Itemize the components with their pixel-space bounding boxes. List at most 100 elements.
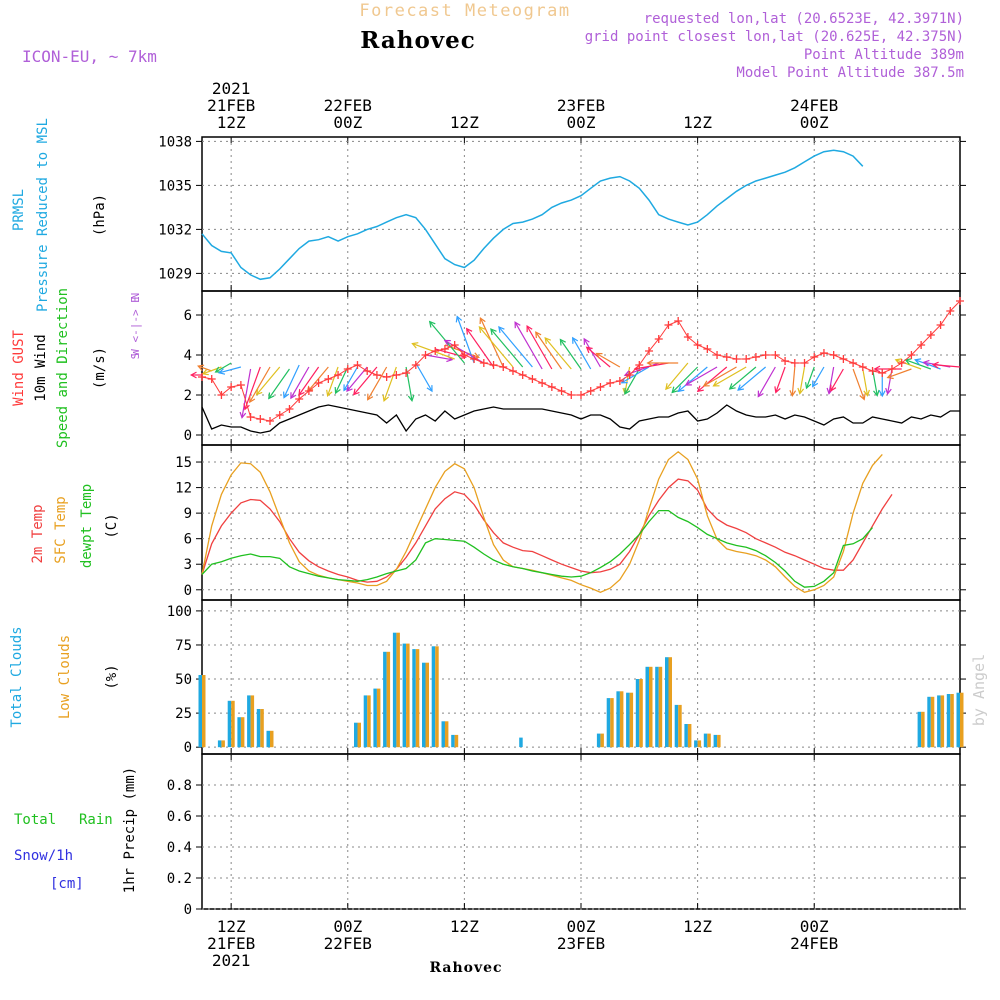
wind-arrow-head <box>677 385 685 393</box>
wind-arrow <box>685 366 718 386</box>
wind-arrow <box>677 366 708 392</box>
wind-arrow-head <box>544 337 552 345</box>
total-clouds-bar <box>237 717 241 748</box>
gust-marker <box>868 367 877 375</box>
gust-marker <box>790 359 799 367</box>
top-time-label: 24FEB <box>790 96 838 115</box>
wind-arrow-head <box>789 389 797 397</box>
wind-arrow-head <box>479 316 486 325</box>
wind-arrow <box>290 366 310 399</box>
total-clouds-bar <box>946 694 951 748</box>
total-clouds-bar <box>703 733 708 748</box>
wind-arrow <box>887 368 912 379</box>
wind-label-gust: Wind GUST <box>11 330 27 406</box>
wind-arrow <box>805 366 815 389</box>
low-clouds-bar <box>425 662 429 748</box>
temp-ytick-label: 6 <box>184 532 192 548</box>
wind-arrow-head <box>830 384 837 392</box>
wind-arrow <box>544 337 572 370</box>
gust-marker <box>781 357 790 365</box>
wind-arrow <box>466 328 495 368</box>
bottom-time-label: 00Z <box>800 917 829 936</box>
wind-direction-arrows <box>189 315 961 419</box>
wind-arrow-head <box>712 380 720 387</box>
clouds-ytick-label: 25 <box>175 706 192 722</box>
wind-arrow-head <box>197 364 205 371</box>
low-clouds-bar <box>960 692 964 748</box>
wind-arrow-head <box>595 352 603 359</box>
wind-arrow-head <box>863 389 870 397</box>
total-clouds-bar <box>927 696 931 748</box>
gust-marker <box>304 387 313 395</box>
wind-arrow <box>812 366 825 387</box>
gust-marker <box>246 413 255 421</box>
wind-arrow-head <box>931 361 939 369</box>
wind-arrow <box>862 368 869 396</box>
wind-arrow <box>218 366 242 374</box>
gust-marker <box>217 391 226 399</box>
wind-arrow-head <box>290 392 297 400</box>
gust-marker <box>421 351 430 359</box>
bottom-time-label: 00Z <box>567 917 596 936</box>
low-clouds-bar <box>610 698 614 748</box>
gust-marker <box>917 341 926 349</box>
gust-marker <box>829 351 838 359</box>
wind-arrow-head <box>812 380 819 388</box>
point-altitude: Point Altitude 389m <box>804 47 964 63</box>
gust-marker <box>819 349 828 357</box>
gust-marker <box>372 371 381 379</box>
gust-marker <box>499 363 508 371</box>
low-clouds-bar <box>950 694 954 748</box>
temp-ytick-label: 9 <box>184 506 192 522</box>
gust-marker <box>693 341 702 349</box>
wind-arrow <box>526 325 553 370</box>
precip-ytick-label: 0 <box>184 902 192 918</box>
top-time-label: 21FEB <box>207 96 255 115</box>
wind-arrow <box>871 368 878 396</box>
chart-header: Forecast Meteogram Rahovec ICON-EU, ~ 7k… <box>22 1 964 81</box>
low-clouds-bar <box>415 649 420 748</box>
gust-marker <box>732 355 741 363</box>
low-clouds-bar <box>444 721 449 748</box>
top-time-label: 23FEB <box>557 96 605 115</box>
wind-arrow-head <box>671 386 679 394</box>
wind-arrow-head <box>352 388 360 396</box>
low-clouds-bar <box>930 696 935 748</box>
gust-marker <box>363 367 372 375</box>
wind-unit: (m/s) <box>92 347 108 389</box>
precip-ytick-label: 0.4 <box>167 840 192 856</box>
low-clouds-bar <box>357 722 361 748</box>
total-clouds-bar <box>596 733 601 748</box>
total-clouds-bar <box>956 692 960 748</box>
wind-arrow <box>367 366 388 401</box>
wind-arrow-head <box>572 336 579 344</box>
gust-marker <box>615 377 624 385</box>
wind-ytick-label: 2 <box>184 388 192 404</box>
total-clouds-bar <box>373 688 377 748</box>
top-time-label: 12Z <box>217 113 246 132</box>
wind-arrow-head <box>326 389 333 397</box>
low-clouds-bar <box>921 711 925 748</box>
gust-marker <box>314 379 323 387</box>
wind-arrow-head <box>239 411 247 419</box>
wind-arrow-head <box>283 391 290 399</box>
total-clouds-bar <box>665 657 669 748</box>
low-clouds-bar <box>406 643 410 748</box>
gust-marker <box>470 355 479 363</box>
bottom-time-label: 12Z <box>683 917 712 936</box>
wind-ytick-label: 6 <box>184 308 192 324</box>
gust-marker <box>227 383 236 391</box>
gust-marker <box>285 405 294 413</box>
precip-unit: 1hr Precip (mm) <box>122 767 138 893</box>
low-clouds-bar <box>386 651 391 748</box>
low-clouds-bar <box>240 717 245 748</box>
pressure-unit: (hPa) <box>92 194 108 236</box>
bottom-time-label: 00Z <box>333 917 362 936</box>
low-clouds-bar <box>678 704 682 748</box>
wind-arrow-head <box>478 326 486 334</box>
wind-arrow-head <box>774 386 781 394</box>
wind-arrow-head <box>443 339 451 346</box>
wind-arrow-head <box>268 392 275 400</box>
